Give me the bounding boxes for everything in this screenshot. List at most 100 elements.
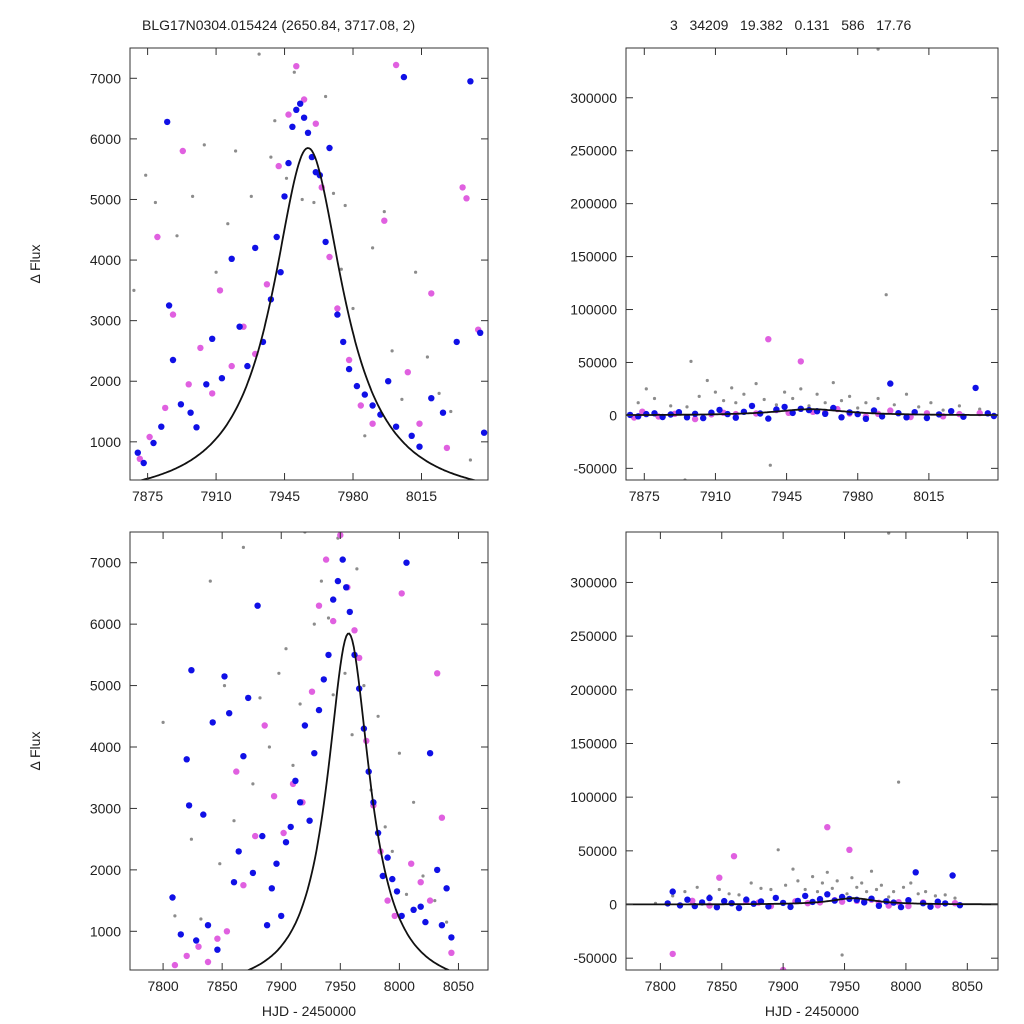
data-point <box>916 892 920 896</box>
data-point <box>636 401 640 405</box>
data-point <box>259 832 266 840</box>
y-axis-label: Δ Flux <box>27 732 43 771</box>
data-point <box>232 819 236 823</box>
data-point <box>671 894 675 898</box>
data-point <box>421 874 425 878</box>
series-magenta <box>136 61 482 462</box>
data-point <box>245 694 252 702</box>
data-point <box>187 409 194 416</box>
data-point <box>972 384 979 392</box>
y-tick-label: 250000 <box>570 628 617 644</box>
data-point <box>417 903 424 910</box>
model-curve <box>138 147 478 480</box>
data-point <box>403 559 410 566</box>
data-point <box>398 912 405 920</box>
data-point <box>924 890 928 894</box>
data-point <box>392 423 400 430</box>
data-point <box>200 811 207 818</box>
plot-frame <box>129 47 489 481</box>
data-point <box>173 914 177 918</box>
data-point <box>831 381 835 385</box>
data-point <box>301 722 309 729</box>
data-point <box>425 355 429 359</box>
data-point <box>289 123 296 130</box>
data-point <box>903 414 910 421</box>
data-point <box>422 918 429 926</box>
plot-frame <box>625 47 999 481</box>
y-tick-label: 1000 <box>90 923 121 939</box>
data-point <box>331 191 336 195</box>
data-point <box>315 706 323 714</box>
data-point <box>700 414 707 422</box>
data-point <box>943 893 947 897</box>
data-point <box>275 162 282 170</box>
data-point <box>433 899 437 903</box>
data-point <box>774 403 779 407</box>
data-point <box>876 396 880 401</box>
data-point <box>153 200 157 205</box>
data-point <box>234 149 238 153</box>
data-point <box>956 902 964 909</box>
data-point <box>822 410 829 417</box>
data-point <box>175 234 179 238</box>
data-point <box>267 745 271 749</box>
data-point <box>312 120 319 127</box>
data-point <box>204 958 212 966</box>
data-point <box>331 693 335 697</box>
data-point <box>816 895 824 903</box>
data-point <box>311 750 318 757</box>
data-point <box>334 311 341 318</box>
data-point <box>669 950 676 958</box>
data-point <box>467 78 474 85</box>
data-point <box>459 184 466 191</box>
y-tick-label: -50000 <box>573 460 617 476</box>
data-point <box>453 338 460 346</box>
data-point <box>162 404 169 412</box>
data-point <box>188 667 195 674</box>
series-blue <box>626 380 998 422</box>
data-point <box>784 883 788 887</box>
x-tick-label: 7800 <box>645 978 676 994</box>
plot-frame <box>129 531 489 971</box>
data-point <box>319 579 323 583</box>
x-axis-label: HJD - 2450000 <box>262 1003 356 1019</box>
data-point <box>263 922 271 929</box>
data-point <box>706 894 713 902</box>
data-point <box>742 392 746 396</box>
x-tick-label: 7945 <box>269 488 300 504</box>
data-point <box>689 897 696 904</box>
data-point <box>384 897 391 904</box>
panel-bottom-right: 7800 7850 7900 7950 8000 8050 -50000 0 50000 1000… <box>570 531 999 1019</box>
data-point <box>713 904 721 911</box>
data-point <box>400 397 404 401</box>
data-point <box>892 403 896 407</box>
data-point <box>179 147 186 155</box>
series-magenta <box>669 824 959 970</box>
data-point <box>393 888 401 895</box>
data-point <box>449 409 453 414</box>
data-point <box>929 401 933 405</box>
data-point <box>285 111 292 118</box>
data-point <box>208 579 212 583</box>
data-point <box>312 200 316 205</box>
data-point <box>146 433 153 441</box>
data-point <box>244 362 251 370</box>
data-point <box>448 949 455 956</box>
data-point <box>221 673 228 680</box>
data-point <box>652 396 657 401</box>
data-point <box>292 70 296 74</box>
data-point <box>322 556 330 563</box>
data-point <box>697 394 701 398</box>
data-point <box>749 881 753 885</box>
data-point <box>233 768 240 775</box>
data-point <box>884 293 888 297</box>
data-point <box>480 429 488 436</box>
data-point <box>236 323 243 330</box>
data-point <box>825 870 829 874</box>
data-point <box>158 423 165 430</box>
data-point <box>306 817 313 824</box>
data-point <box>706 902 713 909</box>
data-point <box>261 722 268 729</box>
data-point <box>169 311 177 318</box>
